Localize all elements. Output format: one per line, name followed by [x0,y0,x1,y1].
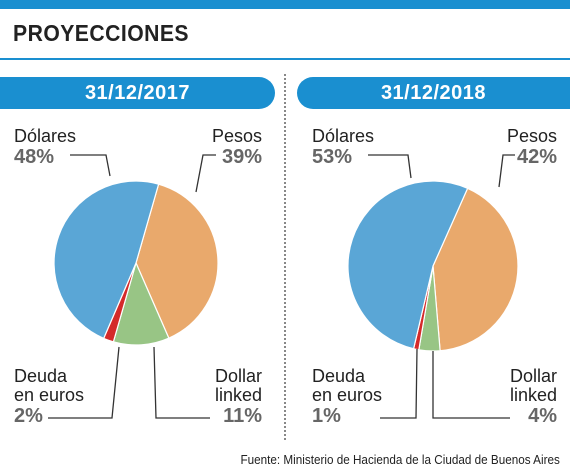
slice-label-deuda-euros-1: Deuda [312,366,366,386]
slice-label-pesos: Pesos [507,126,557,146]
pie-slice-pesos [135,183,219,339]
slice-percent-dollar-linked: 4% [528,405,557,427]
slice-percent-pesos: 39% [222,146,262,168]
slice-percent-pesos: 42% [517,146,557,168]
leader-line-dolares [70,154,111,177]
slice-percent-deuda-euros: 2% [14,405,43,427]
leader-line-deuda-euros [48,346,120,419]
slice-label-dollar-linked-1: Dollar [510,366,557,386]
leader-line-dollar-linked [153,346,210,419]
title-rule [0,58,570,60]
slice-label-dollar-linked-1: Dollar [215,366,262,386]
pie-slice-pesos [432,187,519,352]
slice-percent-dolares: 48% [14,146,54,168]
slice-label-pesos: Pesos [212,126,262,146]
leader-line-pesos [195,154,216,193]
chart-panel-2018: 31/12/2018 Pesos 42% Dollar linked 4% Deuda en… [285,60,570,450]
pie-slice-dolares [347,180,469,350]
slice-percent-dolares: 53% [312,146,352,168]
pie-slice-dolares [53,180,160,340]
slice-label-dolares: Dólares [14,126,76,146]
leader-line-pesos [498,154,515,188]
leader-line-dolares [368,154,412,179]
panel-divider [284,74,286,440]
chart-panel-2017: 31/12/2017 Pesos 39% Dollar linked 11% Deuda e… [0,60,285,450]
slice-percent-deuda-euros: 1% [312,405,341,427]
date-pill-2017: 31/12/2017 [0,77,275,109]
source-note: Fuente: Ministerio de Hacienda de la Ciu… [240,452,560,467]
leader-line-dollar-linked [432,351,510,419]
date-pill-2018: 31/12/2018 [297,77,570,109]
leader-line-deuda-euros [380,348,418,419]
slice-label-dollar-linked-2: linked [215,385,262,405]
slice-label-dolares: Dólares [312,126,374,146]
slice-label-deuda-euros-2: en euros [312,385,382,405]
slice-percent-dollar-linked: 11% [223,405,262,427]
slice-label-dollar-linked-2: linked [510,385,557,405]
slice-label-deuda-euros-1: Deuda [14,366,68,386]
slice-label-deuda-euros-2: en euros [14,385,84,405]
page-title: PROYECCIONES [13,20,190,46]
top-accent-bar [0,0,570,9]
